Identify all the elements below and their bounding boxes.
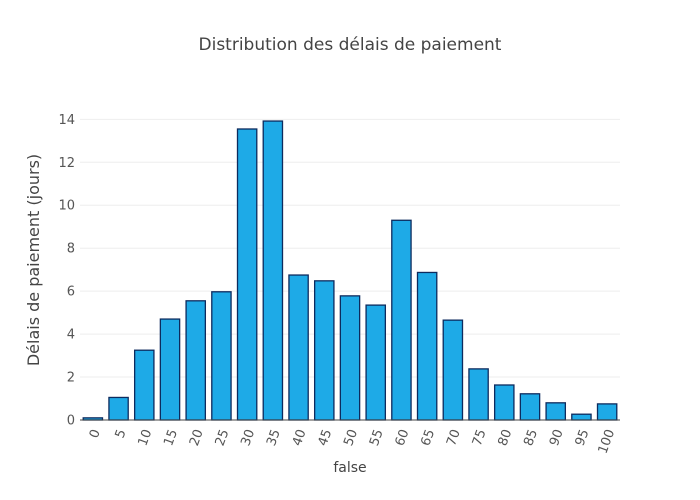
x-axis-ticks: 0 5 10 15 20 25 30 35 40 45 50 55 60 65 70 75 80 85 90 95 10…	[87, 427, 618, 455]
x-tick-label: 95	[573, 427, 593, 448]
x-tick-label: 35	[264, 427, 284, 448]
bar-25	[211, 291, 232, 421]
x-tick-label: 10	[136, 427, 156, 448]
x-tick-label: 80	[496, 427, 516, 448]
y-tick-label: 2	[67, 371, 75, 386]
bar-85	[519, 393, 541, 421]
x-tick-label: 90	[547, 427, 567, 448]
y-tick-label: 12	[58, 156, 75, 171]
bar-5	[108, 396, 129, 421]
y-tick-label: 6	[67, 285, 75, 300]
x-tick-label: 25	[213, 427, 233, 448]
x-tick-label: 85	[521, 427, 541, 448]
bar-80	[493, 384, 515, 421]
y-tick-label: 10	[58, 199, 75, 214]
x-tick-label: 75	[470, 427, 490, 448]
bar-90	[545, 402, 567, 421]
bar-30	[236, 128, 258, 421]
bar-70	[442, 319, 464, 421]
bar-60	[391, 219, 412, 421]
bar-35	[262, 120, 284, 421]
x-axis-title: false	[333, 460, 366, 476]
bar-10	[133, 349, 155, 421]
bar-75	[468, 368, 489, 421]
x-tick-label: 45	[316, 427, 336, 448]
bar-50	[339, 295, 361, 421]
x-tick-label: 100	[596, 427, 619, 455]
x-tick-label: 40	[290, 427, 310, 448]
y-axis-ticks: 0 2 4 6 8 10 12 14	[58, 113, 75, 429]
bar-100	[596, 403, 618, 421]
bar-15	[159, 318, 181, 421]
x-tick-label: 70	[444, 427, 464, 448]
bars	[82, 120, 618, 421]
bar-40	[288, 274, 309, 421]
bar-20	[185, 300, 207, 421]
bar-95	[571, 413, 592, 421]
x-tick-label: 65	[418, 427, 438, 448]
y-tick-label: 4	[67, 328, 75, 343]
y-tick-label: 8	[67, 242, 75, 257]
x-tick-label: 60	[393, 427, 413, 448]
x-tick-label: 20	[187, 427, 207, 448]
x-tick-label: 55	[367, 427, 387, 448]
x-tick-label: 50	[341, 427, 361, 448]
chart-title: Distribution des délais de paiement	[199, 35, 502, 55]
bar-45	[313, 280, 335, 421]
y-tick-label: 0	[67, 414, 75, 429]
y-tick-label: 14	[58, 113, 75, 128]
bar-55	[365, 304, 387, 421]
x-tick-label: 15	[161, 427, 181, 448]
y-axis-title: Délais de paiement (jours)	[24, 154, 43, 366]
x-tick-label: 5	[113, 427, 130, 440]
x-tick-label: 0	[87, 427, 104, 440]
bar-65	[416, 271, 438, 421]
x-tick-label: 30	[238, 427, 258, 448]
